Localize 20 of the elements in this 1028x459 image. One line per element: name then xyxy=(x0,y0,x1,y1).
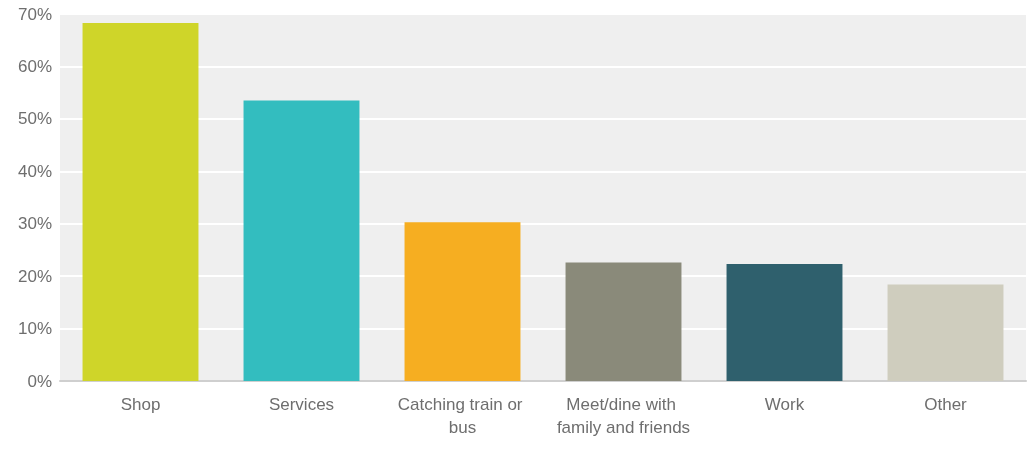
x-tick-label: Other xyxy=(924,395,968,414)
y-tick-label: 40% xyxy=(17,161,52,181)
y-tick-label: 60% xyxy=(17,56,52,76)
x-tick-label: Shop xyxy=(120,395,161,414)
y-tick-label: 70% xyxy=(17,4,52,24)
y-tick-label: 30% xyxy=(17,214,52,234)
x-tick-label: Meet/dine with family and friends xyxy=(556,395,691,437)
bar xyxy=(404,222,521,381)
y-tick-label: 10% xyxy=(17,319,52,339)
bar xyxy=(565,262,682,381)
y-tick-label: 50% xyxy=(17,109,52,129)
x-tick-label: Services xyxy=(268,395,335,414)
bar xyxy=(82,22,199,381)
y-tick-label: 20% xyxy=(17,266,52,286)
x-tick-label: Work xyxy=(764,395,805,414)
bar xyxy=(243,100,360,381)
bar xyxy=(726,264,843,381)
y-tick-label: 0% xyxy=(27,371,52,391)
x-tick-label: Catching train or bus xyxy=(397,395,528,437)
bar xyxy=(887,284,1004,381)
